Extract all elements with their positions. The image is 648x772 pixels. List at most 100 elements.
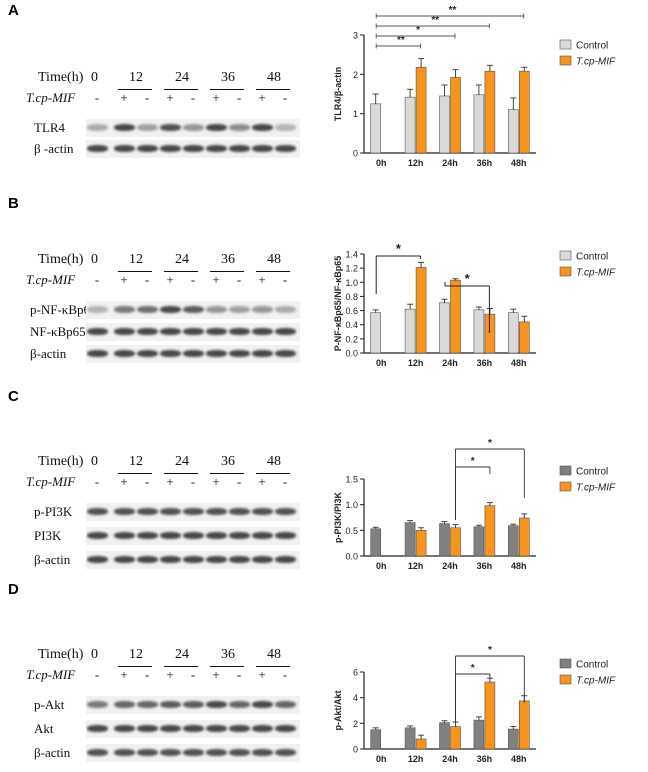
- treatment-sign: -: [94, 474, 100, 489]
- x-tick-label: 48h: [511, 358, 527, 368]
- bar-tcpmif-24h: [450, 279, 461, 354]
- time-underline: [118, 271, 152, 272]
- band: [183, 328, 204, 335]
- band: [229, 532, 250, 539]
- band: [252, 556, 273, 563]
- protein-label: β-actin: [30, 346, 67, 361]
- y-tick-label: 0.0: [345, 552, 358, 562]
- treatment-sign: +: [120, 667, 128, 682]
- time-label: Time(h): [38, 70, 84, 85]
- treatment-sign: -: [282, 667, 288, 682]
- treatment-sign: -: [236, 272, 242, 287]
- band: [183, 350, 204, 357]
- band: [137, 749, 158, 756]
- time-value: 0: [91, 454, 98, 469]
- band: [160, 508, 181, 515]
- band: [229, 725, 250, 732]
- y-axis-label: p-Akt/Akt: [333, 690, 343, 730]
- time-underline: [164, 271, 198, 272]
- y-tick-label: 0: [353, 745, 358, 755]
- significance-label: *: [488, 438, 492, 449]
- bar-control-24h: [439, 95, 450, 154]
- band: [160, 749, 181, 756]
- bar-control-12h: [404, 727, 416, 750]
- bar-control-0h: [370, 528, 382, 557]
- time-value: 0: [91, 252, 98, 267]
- treatment-sign: -: [144, 272, 150, 287]
- y-tick-label: 1: [353, 109, 358, 119]
- y-tick-label: 6: [353, 668, 358, 678]
- band: [275, 701, 296, 708]
- band: [160, 725, 181, 732]
- treatment-sign: +: [120, 474, 128, 489]
- panel-letter: C: [8, 388, 19, 405]
- x-tick-label: 24h: [442, 358, 458, 368]
- band: [206, 749, 227, 756]
- protein-label: β-actin: [34, 552, 71, 567]
- treatment-sign: -: [236, 667, 242, 682]
- protein-label: p-PI3K: [34, 504, 73, 519]
- time-value: 24: [175, 454, 189, 469]
- blot-strip: [86, 551, 300, 569]
- legend-swatch: [559, 250, 572, 261]
- band: [229, 124, 250, 131]
- band: [275, 350, 296, 357]
- blot-strip: [86, 503, 300, 521]
- band: [206, 350, 227, 357]
- figure-panel-b: B Time(h) 0 12 24 36 48 T.cp-MIF - + - + - + - + - p-NF-κ…: [0, 193, 648, 386]
- treatment-sign: -: [236, 90, 242, 105]
- bar-tcpmif-12h: [415, 530, 427, 557]
- x-tick-label: 24h: [442, 754, 458, 764]
- blot-strip: [86, 301, 300, 319]
- band: [160, 328, 181, 335]
- significance-label: *: [396, 241, 402, 256]
- x-tick-label: 48h: [511, 158, 527, 168]
- blot-strip: [86, 345, 300, 363]
- time-value: 36: [221, 70, 235, 85]
- time-value: 0: [91, 647, 98, 662]
- legend-swatch: [559, 465, 572, 476]
- band: [252, 350, 273, 357]
- treatment-sign: +: [212, 667, 220, 682]
- bar-control-36h: [473, 309, 485, 354]
- blot-strip: [86, 323, 300, 341]
- band: [87, 350, 108, 357]
- band: [137, 124, 158, 131]
- y-tick-label: 0.6: [345, 306, 358, 316]
- x-tick-label: 12h: [408, 754, 424, 764]
- band: [160, 532, 181, 539]
- band: [114, 124, 135, 131]
- y-tick-label: 1.4: [345, 250, 358, 260]
- band: [206, 328, 227, 335]
- bar-tcpmif-36h: [484, 70, 496, 154]
- band: [206, 306, 227, 313]
- y-tick-label: 1.2: [345, 264, 358, 274]
- time-underline: [256, 89, 290, 90]
- y-tick-label: 3: [353, 31, 358, 41]
- time-underline: [210, 271, 244, 272]
- treatment-sign: -: [282, 90, 288, 105]
- significance-label: *: [416, 25, 420, 36]
- legend-label: T.cp-MIF: [576, 483, 616, 494]
- figure-panel-a: A Time(h) 0 12 24 36 48 T.cp-MIF - + - + - + - + - TLR4 β …: [0, 0, 648, 193]
- bar-control-36h: [473, 526, 485, 557]
- x-tick-label: 24h: [442, 158, 458, 168]
- time-value: 12: [129, 647, 143, 662]
- treatment-sign: -: [94, 667, 100, 682]
- significance-label: *: [488, 645, 492, 656]
- band: [206, 145, 227, 152]
- treatment-sign: +: [258, 474, 266, 489]
- band: [275, 556, 296, 563]
- treatment-label: T.cp-MIF: [26, 474, 76, 489]
- band: [87, 749, 108, 756]
- treatment-sign: -: [144, 667, 150, 682]
- legend-label: Control: [576, 252, 608, 263]
- treatment-sign: +: [258, 272, 266, 287]
- band: [183, 145, 204, 152]
- bar-control-0h: [370, 312, 382, 354]
- time-label: Time(h): [38, 454, 84, 469]
- band: [252, 306, 273, 313]
- protein-label: Akt: [34, 721, 54, 736]
- treatment-sign: -: [144, 474, 150, 489]
- x-tick-label: 36h: [477, 358, 493, 368]
